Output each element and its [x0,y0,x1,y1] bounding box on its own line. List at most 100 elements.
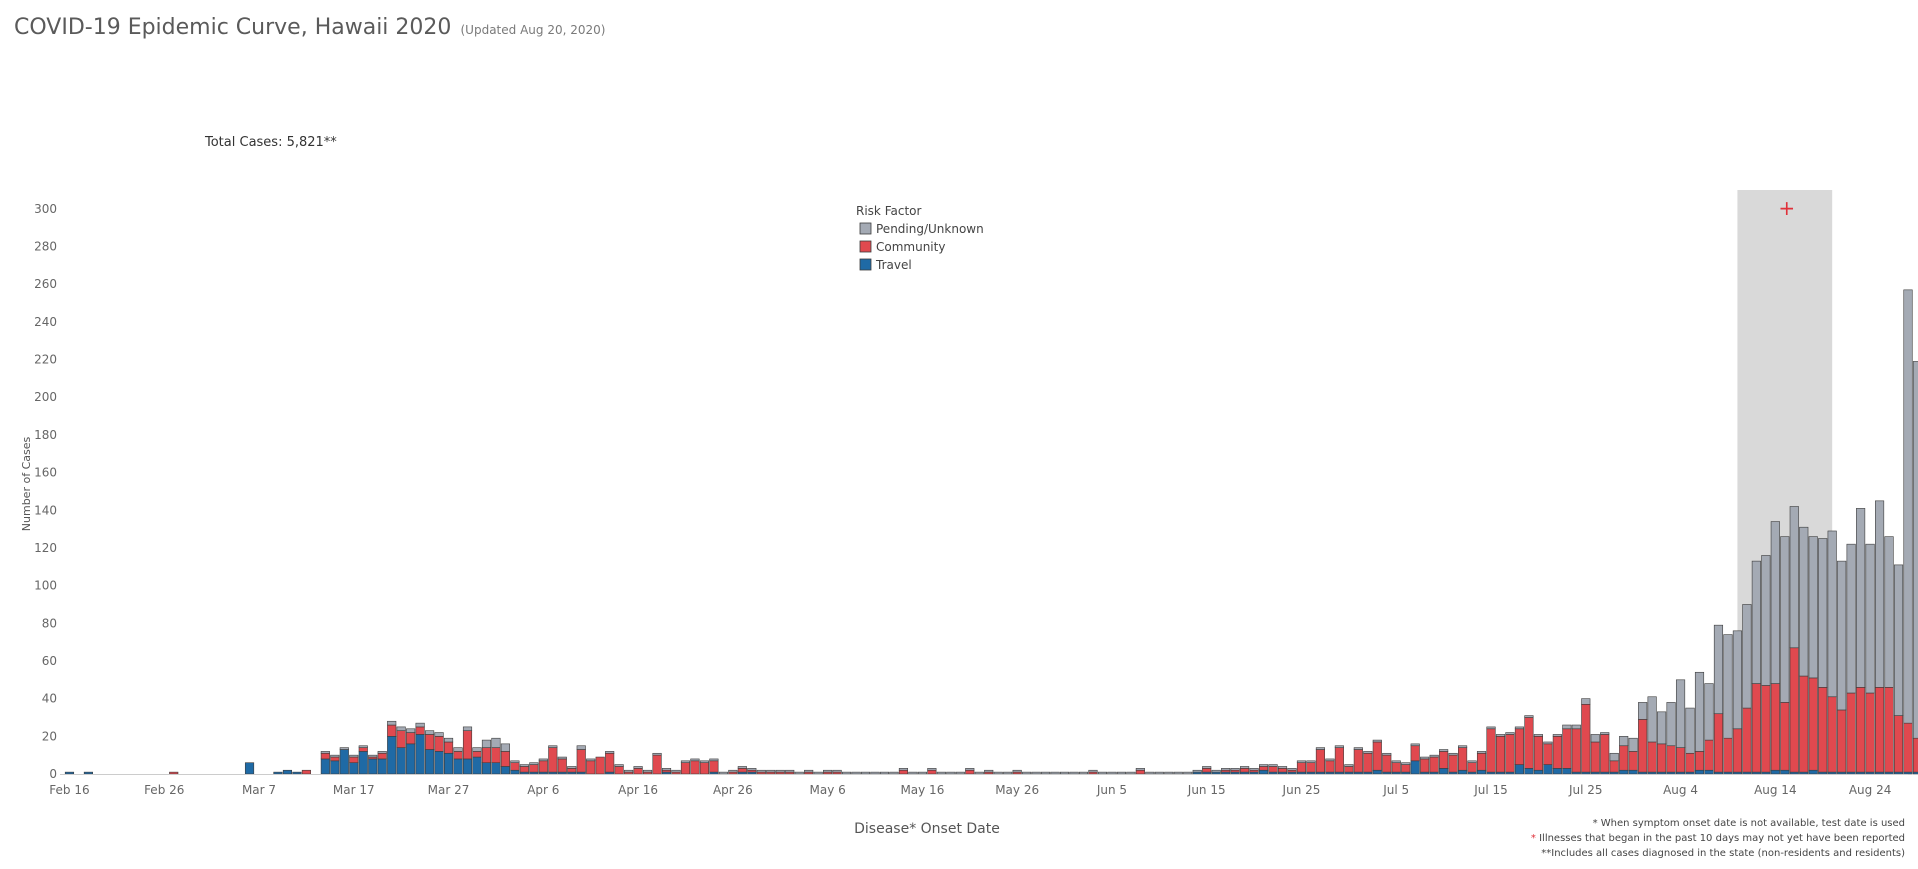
bar-pending-unknown[interactable] [804,769,814,773]
bar-pending-unknown[interactable] [1458,745,1468,748]
bar-community[interactable] [680,762,691,775]
bar-community[interactable] [1884,687,1894,773]
bar-community[interactable] [491,747,501,764]
bar-pending-unknown[interactable] [1799,526,1809,677]
bar-pending-unknown[interactable] [1666,702,1676,747]
bar-community[interactable] [1666,745,1676,773]
bar-community[interactable] [1846,692,1856,773]
bar-community[interactable] [965,769,975,775]
bar-pending-unknown[interactable] [1164,771,1174,775]
bar-community[interactable] [1135,769,1145,775]
bar-travel[interactable] [453,758,463,775]
bar-pending-unknown[interactable] [1439,749,1449,752]
bar-pending-unknown[interactable] [1590,734,1600,743]
bar-pending-unknown[interactable] [1202,766,1212,769]
bar-travel[interactable] [491,762,501,775]
bar-pending-unknown[interactable] [1078,771,1089,775]
bar-community[interactable] [1505,734,1515,773]
bar-pending-unknown[interactable] [1486,726,1496,730]
bar-community[interactable] [425,734,435,750]
bar-pending-unknown[interactable] [1003,771,1013,775]
bar-pending-unknown[interactable] [1875,500,1885,688]
bar-community[interactable] [652,754,662,775]
bar-pending-unknown[interactable] [823,769,833,773]
bar-community[interactable] [898,769,909,775]
bar-community[interactable] [633,768,643,775]
bar-pending-unknown[interactable] [1050,771,1060,775]
bar-community[interactable] [1268,766,1278,773]
bar-pending-unknown[interactable] [1789,506,1799,649]
bar-travel[interactable] [349,762,359,775]
bar-travel[interactable] [1458,769,1468,775]
bar-pending-unknown[interactable] [605,751,615,754]
bar-pending-unknown[interactable] [842,771,852,775]
bar-community[interactable] [1685,752,1695,773]
bar-travel[interactable] [472,756,482,775]
bar-pending-unknown[interactable] [1609,752,1619,762]
bar-pending-unknown[interactable] [1467,760,1477,763]
bar-community[interactable] [1410,745,1420,762]
bar-pending-unknown[interactable] [1401,762,1411,765]
bar-community[interactable] [1325,760,1335,773]
bar-pending-unknown[interactable] [529,762,539,765]
bar-pending-unknown[interactable] [1912,361,1918,739]
bar-pending-unknown[interactable] [510,760,520,763]
bar-pending-unknown[interactable] [1533,734,1543,737]
bar-pending-unknown[interactable] [472,747,482,752]
bar-pending-unknown[interactable] [624,769,634,773]
bar-pending-unknown[interactable] [1334,745,1344,748]
bar-pending-unknown[interactable] [1495,734,1506,737]
bar-community[interactable] [1306,762,1316,773]
bar-travel[interactable] [1694,769,1705,775]
bar-pending-unknown[interactable] [339,747,349,750]
bar-community[interactable] [472,751,482,758]
bar-community[interactable] [1458,747,1468,771]
bar-pending-unknown[interactable] [481,739,492,748]
bar-community[interactable] [1562,728,1572,769]
bar-community[interactable] [1429,756,1439,773]
bar-community[interactable] [1524,717,1534,769]
bar-pending-unknown[interactable] [1581,698,1591,705]
bar-community[interactable] [301,769,311,775]
bar-community[interactable] [415,726,425,735]
bar-pending-unknown[interactable] [766,769,776,773]
bar-pending-unknown[interactable] [1675,679,1686,748]
bar-community[interactable] [1277,768,1288,773]
bar-community[interactable] [1742,707,1752,773]
bar-travel[interactable] [273,771,283,775]
bar-pending-unknown[interactable] [1647,696,1657,743]
bar-pending-unknown[interactable] [775,769,785,773]
bar-travel[interactable] [358,751,368,775]
bar-pending-unknown[interactable] [747,768,757,771]
bar-pending-unknown[interactable] [1704,683,1714,741]
bar-pending-unknown[interactable] [1713,624,1724,715]
bar-pending-unknown[interactable] [1751,560,1761,684]
bar-travel[interactable] [1562,768,1572,775]
bar-pending-unknown[interactable] [491,737,501,748]
bar-pending-unknown[interactable] [567,766,577,769]
bar-community[interactable] [737,768,747,773]
bar-community[interactable] [1675,747,1686,773]
bar-community[interactable] [519,766,529,773]
bar-community[interactable] [586,760,596,775]
bar-travel[interactable] [1259,769,1269,775]
bar-travel[interactable] [1628,769,1638,775]
bar-pending-unknown[interactable] [358,745,368,748]
bar-pending-unknown[interactable] [1372,739,1382,743]
bar-community[interactable] [462,730,473,760]
bar-travel[interactable] [481,762,492,775]
bar-community[interactable] [434,736,444,752]
bar-community[interactable] [1202,768,1212,773]
bar-pending-unknown[interactable] [1638,702,1648,720]
bar-pending-unknown[interactable] [879,771,890,775]
bar-pending-unknown[interactable] [1600,732,1610,735]
bar-community[interactable] [1334,747,1344,773]
bar-travel[interactable] [1514,764,1525,775]
bar-pending-unknown[interactable] [1031,771,1041,775]
bar-pending-unknown[interactable] [1619,736,1629,747]
bar-pending-unknown[interactable] [927,768,937,771]
bar-travel[interactable] [1552,768,1562,775]
bar-community[interactable] [406,732,416,745]
bar-pending-unknown[interactable] [1476,751,1487,754]
bar-pending-unknown[interactable] [1315,747,1326,750]
